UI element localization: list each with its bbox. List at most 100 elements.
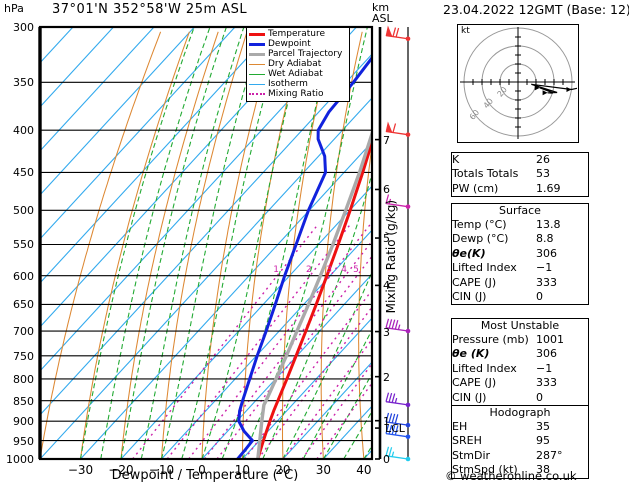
indices-key: PW (cm): [452, 181, 499, 195]
pressure-tick-500: 500: [13, 204, 34, 218]
temperature-tick--30: −30: [67, 463, 94, 477]
hodograph-key: EH: [452, 420, 468, 433]
surface-table: Surface Temp (°C) 13.8 Dewp (°C) 8.8 θe(K) 306…: [451, 203, 589, 306]
pressure-tick-950: 950: [13, 434, 34, 448]
surface-key: Dewp (°C): [452, 232, 509, 246]
series-dewpoint: [236, 55, 372, 459]
surface-row: CAPE (J) 333: [452, 276, 588, 290]
legend-item-isotherm: Isotherm: [249, 79, 347, 89]
series-temperature: [256, 137, 372, 459]
x-axis-title: Dewpoint / Temperature (°C): [111, 468, 299, 483]
legend-swatch-icon: [249, 63, 265, 65]
most-unstable-table: Most Unstable Pressure (mb) 1001 θe (K) 306 L…: [451, 318, 589, 407]
hodograph-row: SREH 95: [452, 434, 588, 448]
height-tick-0: 0: [383, 453, 390, 466]
most-unstable-value: 0: [536, 390, 543, 404]
temperature-tick--20: −20: [108, 463, 134, 477]
run-datetime-title: 23.04.2022 12GMT (Base: 12): [443, 2, 629, 17]
surface-value: 0: [536, 290, 543, 304]
most-unstable-key: Pressure (mb): [452, 333, 529, 346]
skewt-plot: [38, 25, 411, 462]
most-unstable-key: CAPE (J): [452, 376, 497, 390]
indices-value: 26: [536, 153, 550, 166]
height-axis-unit-line1: km: [372, 1, 390, 14]
pressure-tick-300: 300: [13, 21, 34, 34]
mixing-ratio-label-3: 3: [326, 264, 333, 275]
legend: Temperature Dewpoint Parcel Trajectory Dry …: [246, 27, 350, 102]
temperature-tick-40: 40: [356, 463, 372, 477]
legend-item-dry-adiabat: Dry Adiabat: [249, 59, 347, 69]
surface-row: Dewp (°C) 8.8: [452, 232, 588, 246]
pressure-tick-650: 650: [13, 298, 34, 312]
copyright-notice: © weatheronline.co.uk: [445, 469, 577, 483]
mixing-ratio-label-4: 4: [341, 264, 347, 275]
height-tick-7: 7: [383, 133, 390, 147]
hodograph-table: Hodograph EH 35 SREH 95 StmDir 287° StmSpd (kt)…: [451, 405, 589, 479]
indices-table: K 26 Totals Totals 53 PW (cm) 1.69: [451, 152, 589, 198]
pressure-axis-unit-label: hPa: [4, 2, 24, 15]
legend-item-mixing-ratio: Mixing Ratio: [249, 89, 347, 99]
most-unstable-row: CIN (J) 0: [452, 391, 588, 405]
pressure-tick-900: 900: [13, 415, 34, 429]
pressure-tick-400: 400: [13, 124, 34, 138]
pressure-tick-600: 600: [13, 269, 34, 283]
legend-label: Wet Adiabat: [268, 69, 323, 79]
height-axis-unit-line2: ASL: [372, 12, 393, 25]
surface-value: 306: [536, 246, 557, 260]
most-unstable-row: Lifted Index −1: [452, 362, 588, 376]
surface-row: θe(K) 306: [452, 247, 588, 261]
surface-value: −1: [536, 261, 553, 275]
series-parcel-trajectory: [256, 128, 372, 459]
mixing-ratio-axis-title: Mixing Ratio (g/kg): [384, 200, 398, 314]
indices-row: PW (cm) 1.69: [452, 182, 588, 196]
surface-row: Lifted Index −1: [452, 261, 588, 275]
height-tick-3: 3: [383, 325, 390, 339]
hodograph-key: StmDir: [452, 448, 491, 462]
surface-key: CIN (J): [452, 290, 487, 304]
legend-label: Isotherm: [268, 79, 308, 89]
most-unstable-value: 306: [536, 347, 557, 361]
legend-item-parcel-trajectory: Parcel Trajectory: [249, 49, 347, 59]
hodograph-key: StmSpd (kt): [452, 463, 518, 477]
indices-key: K: [452, 153, 460, 166]
surface-key: CAPE (J): [452, 275, 497, 289]
hodograph-value: 38: [536, 463, 550, 477]
hodograph-key: SREH: [452, 434, 482, 448]
station-title: 37°01'N 352°58'W 25m ASL: [52, 2, 248, 17]
surface-row: Temp (°C) 13.8: [452, 218, 588, 232]
most-unstable-row: Pressure (mb) 1001: [452, 333, 588, 347]
temperature-tick--10: −10: [148, 463, 175, 477]
mixing-ratio-label-1: 1: [273, 264, 279, 275]
surface-value: 13.8: [536, 218, 561, 231]
legend-swatch-icon: [249, 73, 265, 75]
pressure-tick-550: 550: [13, 238, 34, 252]
surface-key: Temp (°C): [452, 218, 507, 231]
lcl-label: LCL: [385, 422, 405, 436]
pressure-tick-450: 450: [13, 166, 34, 180]
height-tick-1: 1: [383, 414, 390, 428]
most-unstable-key: θe (K): [452, 347, 490, 361]
pressure-tick-350: 350: [13, 76, 34, 90]
height-tick-4: 4: [383, 279, 390, 293]
legend-label: Dewpoint: [268, 39, 311, 49]
hodograph-value: 287°: [536, 448, 563, 462]
hodograph-trace: [531, 83, 581, 94]
hodograph-row: StmDir 287°: [452, 449, 588, 463]
temperature-tick-20: 20: [275, 463, 291, 477]
indices-row: K 26: [452, 153, 588, 167]
surface-value: 333: [536, 275, 557, 289]
surface-value: 8.8: [536, 232, 554, 246]
most-unstable-row: θe (K) 306: [452, 347, 588, 361]
hodograph-row: StmSpd (kt) 38: [452, 463, 588, 477]
height-tick-2: 2: [383, 370, 390, 384]
wind-barbs: [385, 25, 411, 462]
legend-item-dewpoint: Dewpoint: [249, 39, 347, 49]
indices-row: Totals Totals 53: [452, 167, 588, 181]
legend-swatch-icon: [249, 93, 265, 95]
height-tick-6: 6: [383, 183, 390, 197]
legend-label: Temperature: [268, 29, 326, 39]
hodograph-heading: Hodograph: [489, 406, 551, 419]
skewt-panel: hPa 37°01'N 352°58'W 25m ASL km ASL 300 3…: [4, 1, 411, 483]
